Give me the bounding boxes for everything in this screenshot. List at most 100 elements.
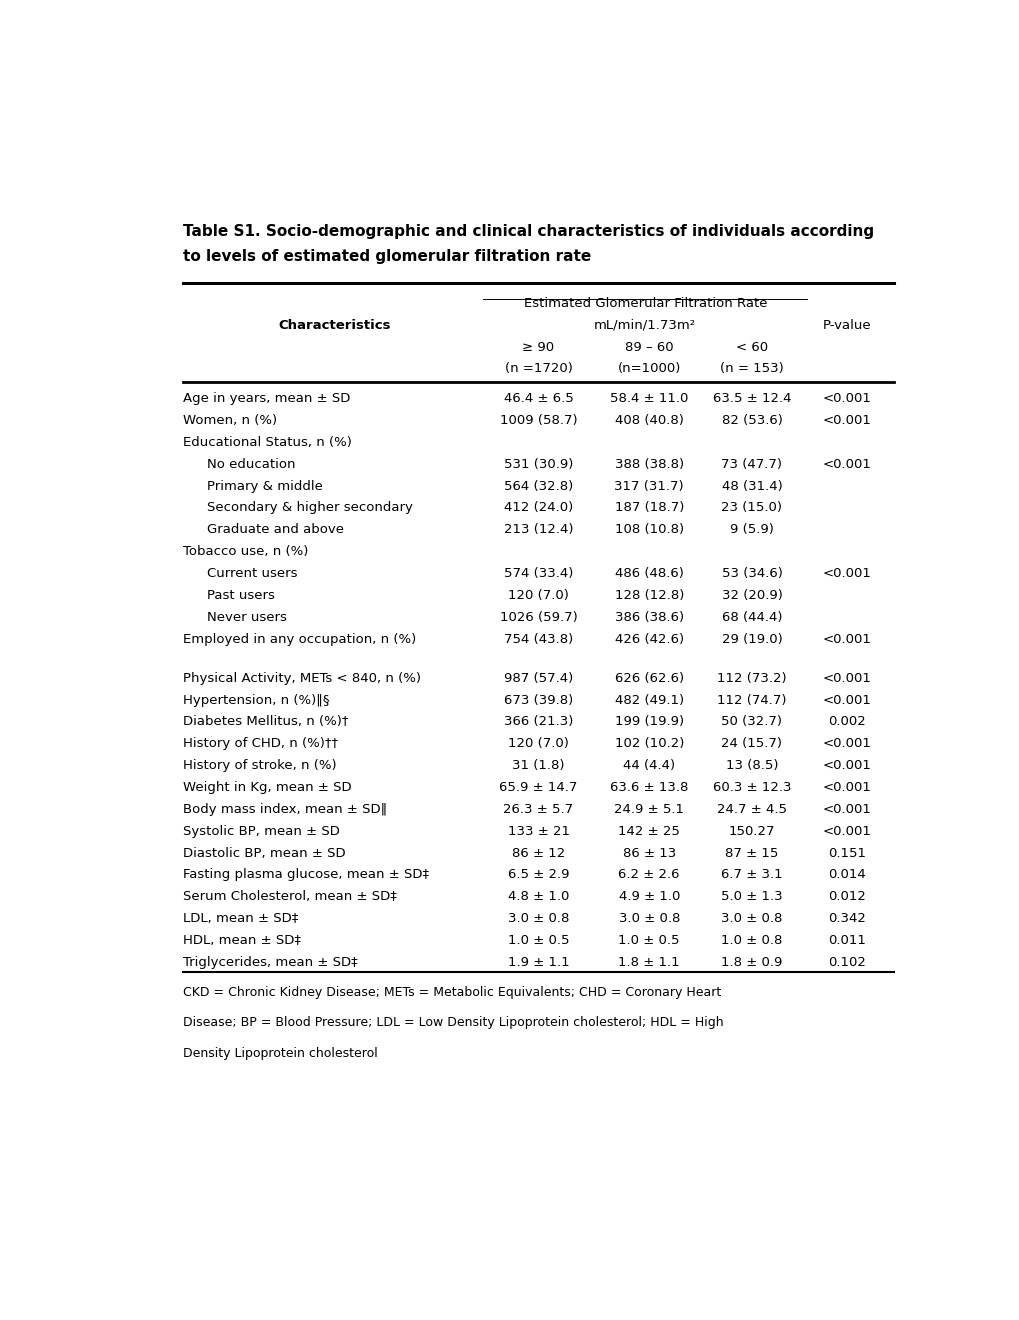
- Text: 5.0 ± 1.3: 5.0 ± 1.3: [720, 890, 782, 903]
- Text: 9 (5.9): 9 (5.9): [730, 523, 773, 536]
- Text: LDL, mean ± SD‡: LDL, mean ± SD‡: [182, 912, 298, 925]
- Text: Women, n (%): Women, n (%): [182, 414, 277, 428]
- Text: 564 (32.8): 564 (32.8): [503, 479, 573, 492]
- Text: HDL, mean ± SD‡: HDL, mean ± SD‡: [182, 935, 301, 946]
- Text: Fasting plasma glucose, mean ± SD‡: Fasting plasma glucose, mean ± SD‡: [182, 869, 429, 882]
- Text: Weight in Kg, mean ± SD: Weight in Kg, mean ± SD: [182, 781, 352, 793]
- Text: 486 (48.6): 486 (48.6): [614, 568, 683, 579]
- Text: 1.9 ± 1.1: 1.9 ± 1.1: [507, 956, 569, 969]
- Text: Systolic BP, mean ± SD: Systolic BP, mean ± SD: [182, 825, 339, 838]
- Text: 1009 (58.7): 1009 (58.7): [499, 414, 577, 428]
- Text: (n=1000): (n=1000): [616, 362, 681, 375]
- Text: <0.001: <0.001: [821, 825, 870, 838]
- Text: 366 (21.3): 366 (21.3): [503, 715, 573, 729]
- Text: Current users: Current users: [206, 568, 297, 579]
- Text: 1.0 ± 0.8: 1.0 ± 0.8: [720, 935, 782, 946]
- Text: 112 (73.2): 112 (73.2): [716, 672, 786, 685]
- Text: Past users: Past users: [206, 589, 274, 602]
- Text: 412 (24.0): 412 (24.0): [503, 502, 573, 515]
- Text: 112 (74.7): 112 (74.7): [716, 693, 786, 706]
- Text: Density Lipoprotein cholesterol: Density Lipoprotein cholesterol: [182, 1047, 377, 1060]
- Text: 120 (7.0): 120 (7.0): [507, 738, 569, 750]
- Text: 60.3 ± 12.3: 60.3 ± 12.3: [712, 781, 791, 793]
- Text: 0.151: 0.151: [827, 846, 865, 859]
- Text: 128 (12.8): 128 (12.8): [613, 589, 684, 602]
- Text: <0.001: <0.001: [821, 693, 870, 706]
- Text: Educational Status, n (%): Educational Status, n (%): [182, 436, 352, 449]
- Text: 987 (57.4): 987 (57.4): [503, 672, 573, 685]
- Text: Triglycerides, mean ± SD‡: Triglycerides, mean ± SD‡: [182, 956, 358, 969]
- Text: 65.9 ± 14.7: 65.9 ± 14.7: [499, 781, 577, 793]
- Text: 574 (33.4): 574 (33.4): [503, 568, 573, 579]
- Text: 46.4 ± 6.5: 46.4 ± 6.5: [503, 392, 573, 405]
- Text: Serum Cholesterol, mean ± SD‡: Serum Cholesterol, mean ± SD‡: [182, 890, 396, 903]
- Text: No education: No education: [206, 458, 294, 471]
- Text: ≥ 90: ≥ 90: [522, 342, 554, 354]
- Text: 0.012: 0.012: [827, 890, 865, 903]
- Text: 1.0 ± 0.5: 1.0 ± 0.5: [507, 935, 569, 946]
- Text: <0.001: <0.001: [821, 632, 870, 645]
- Text: Diastolic BP, mean ± SD: Diastolic BP, mean ± SD: [182, 846, 345, 859]
- Text: Hypertension, n (%)‖§: Hypertension, n (%)‖§: [182, 693, 329, 706]
- Text: 48 (31.4): 48 (31.4): [720, 479, 782, 492]
- Text: 24.7 ± 4.5: 24.7 ± 4.5: [716, 803, 787, 816]
- Text: Graduate and above: Graduate and above: [206, 523, 343, 536]
- Text: 87 ± 15: 87 ± 15: [725, 846, 777, 859]
- Text: 1.8 ± 1.1: 1.8 ± 1.1: [618, 956, 680, 969]
- Text: Physical Activity, METs < 840, n (%): Physical Activity, METs < 840, n (%): [182, 672, 421, 685]
- Text: 673 (39.8): 673 (39.8): [503, 693, 573, 706]
- Text: 53 (34.6): 53 (34.6): [720, 568, 782, 579]
- Text: Primary & middle: Primary & middle: [206, 479, 322, 492]
- Text: (n = 153): (n = 153): [719, 362, 784, 375]
- Text: Table S1. Socio-demographic and clinical characteristics of individuals accordin: Table S1. Socio-demographic and clinical…: [182, 224, 873, 239]
- Text: 82 (53.6): 82 (53.6): [720, 414, 782, 428]
- Text: 426 (42.6): 426 (42.6): [614, 632, 683, 645]
- Text: <0.001: <0.001: [821, 458, 870, 471]
- Text: 44 (4.4): 44 (4.4): [623, 759, 675, 772]
- Text: 133 ± 21: 133 ± 21: [507, 825, 569, 838]
- Text: <0.001: <0.001: [821, 759, 870, 772]
- Text: 86 ± 12: 86 ± 12: [512, 846, 565, 859]
- Text: 1.8 ± 0.9: 1.8 ± 0.9: [720, 956, 782, 969]
- Text: 531 (30.9): 531 (30.9): [503, 458, 573, 471]
- Text: 199 (19.9): 199 (19.9): [614, 715, 683, 729]
- Text: Estimated Glomerular Filtration Rate: Estimated Glomerular Filtration Rate: [523, 297, 766, 310]
- Text: 1026 (59.7): 1026 (59.7): [499, 611, 577, 623]
- Text: 3.0 ± 0.8: 3.0 ± 0.8: [507, 912, 569, 925]
- Text: Age in years, mean ± SD: Age in years, mean ± SD: [182, 392, 350, 405]
- Text: <0.001: <0.001: [821, 781, 870, 793]
- Text: Employed in any occupation, n (%): Employed in any occupation, n (%): [182, 632, 416, 645]
- Text: Tobacco use, n (%): Tobacco use, n (%): [182, 545, 308, 558]
- Text: 6.5 ± 2.9: 6.5 ± 2.9: [507, 869, 569, 882]
- Text: Disease; BP = Blood Pressure; LDL = Low Density Lipoprotein cholesterol; HDL = H: Disease; BP = Blood Pressure; LDL = Low …: [182, 1016, 722, 1030]
- Text: 68 (44.4): 68 (44.4): [721, 611, 782, 623]
- Text: 120 (7.0): 120 (7.0): [507, 589, 569, 602]
- Text: 0.342: 0.342: [827, 912, 865, 925]
- Text: 50 (32.7): 50 (32.7): [720, 715, 782, 729]
- Text: 24 (15.7): 24 (15.7): [720, 738, 782, 750]
- Text: CKD = Chronic Kidney Disease; METs = Metabolic Equivalents; CHD = Coronary Heart: CKD = Chronic Kidney Disease; METs = Met…: [182, 986, 720, 999]
- Text: to levels of estimated glomerular filtration rate: to levels of estimated glomerular filtra…: [182, 249, 590, 264]
- Text: 408 (40.8): 408 (40.8): [614, 414, 683, 428]
- Text: 73 (47.7): 73 (47.7): [720, 458, 782, 471]
- Text: 150.27: 150.27: [728, 825, 774, 838]
- Text: Diabetes Mellitus, n (%)†: Diabetes Mellitus, n (%)†: [182, 715, 348, 729]
- Text: 626 (62.6): 626 (62.6): [614, 672, 683, 685]
- Text: 142 ± 25: 142 ± 25: [618, 825, 680, 838]
- Text: 213 (12.4): 213 (12.4): [503, 523, 573, 536]
- Text: 386 (38.6): 386 (38.6): [614, 611, 683, 623]
- Text: mL/min/1.73m²: mL/min/1.73m²: [594, 319, 696, 333]
- Text: 3.0 ± 0.8: 3.0 ± 0.8: [720, 912, 782, 925]
- Text: <0.001: <0.001: [821, 568, 870, 579]
- Text: History of CHD, n (%)††: History of CHD, n (%)††: [182, 738, 337, 750]
- Text: <0.001: <0.001: [821, 803, 870, 816]
- Text: <0.001: <0.001: [821, 392, 870, 405]
- Text: 0.102: 0.102: [827, 956, 865, 969]
- Text: 58.4 ± 11.0: 58.4 ± 11.0: [609, 392, 688, 405]
- Text: <0.001: <0.001: [821, 414, 870, 428]
- Text: 0.014: 0.014: [827, 869, 865, 882]
- Text: 482 (49.1): 482 (49.1): [614, 693, 683, 706]
- Text: Secondary & higher secondary: Secondary & higher secondary: [206, 502, 412, 515]
- Text: < 60: < 60: [736, 342, 767, 354]
- Text: 4.9 ± 1.0: 4.9 ± 1.0: [618, 890, 680, 903]
